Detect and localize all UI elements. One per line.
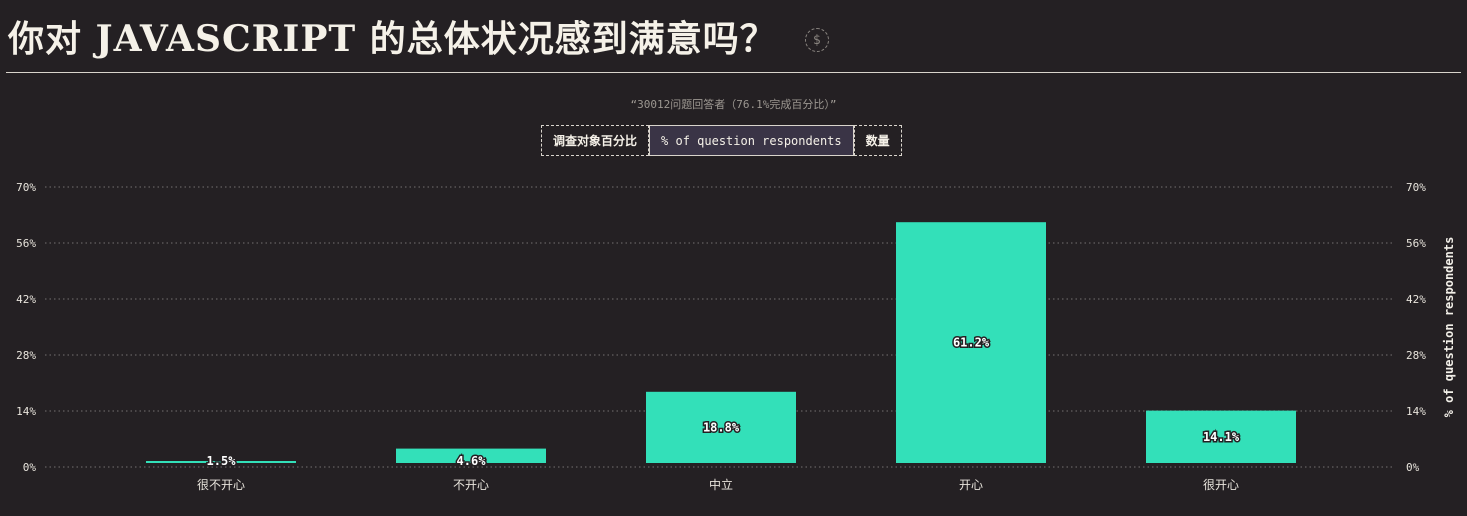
x-category-label: 很不开心 (197, 478, 245, 492)
x-category-label: 不开心 (453, 478, 489, 492)
y-tick-label-right: 56% (1406, 237, 1426, 250)
bar-value-label: 61.2% (953, 336, 990, 350)
title-divider (6, 72, 1461, 73)
satisfaction-bar-chart: 0% 0% 14% 14% 28% 28% 42% 42% 56% 56% 70% 70% % of q… (16, 181, 1456, 492)
y-tick-label-right: 42% (1406, 293, 1426, 306)
y-tick-label-left: 56% (16, 237, 36, 250)
dollar-sponsor-icon[interactable]: $ (804, 28, 829, 52)
y-tick-label-right: 28% (1406, 349, 1426, 362)
bar (396, 448, 546, 463)
page-title: 你对 JAVASCRIPT 的总体状况感到满意吗？ (8, 18, 777, 60)
y-tick-label-left: 28% (16, 349, 36, 362)
y-tick-label-left: 0% (23, 461, 37, 474)
x-category-label: 中立 (709, 477, 733, 492)
bar-value-label: 4.6% (457, 454, 487, 468)
bar (1146, 410, 1296, 463)
toggle-count[interactable]: 数量 (853, 125, 902, 156)
title-row: 你对 JAVASCRIPT 的总体状况感到满意吗？ $ (8, 6, 829, 66)
y-tick-label-left: 42% (16, 293, 36, 306)
bar (146, 461, 296, 463)
y-tick-label-right: 70% (1406, 181, 1426, 194)
y-tick-label-left: 14% (16, 405, 36, 418)
toggle-percent-of-question[interactable]: % of question respondents (649, 125, 854, 156)
y-tick-label-right: 0% (1406, 461, 1420, 474)
y-axis-title: % of question respondents (1442, 237, 1456, 418)
x-category-label: 开心 (959, 478, 983, 492)
x-category-label: 很开心 (1203, 478, 1239, 492)
bar-value-label: 1.5% (207, 454, 237, 468)
y-tick-label-left: 70% (16, 181, 36, 194)
bar (896, 222, 1046, 463)
bar-value-label: 14.1% (1203, 430, 1240, 444)
bar (646, 391, 796, 463)
respondents-note: “30012问题回答者（76.1%完成百分比）” (630, 98, 837, 111)
toggle-percent-of-survey[interactable]: 调查对象百分比 (541, 125, 650, 156)
bar-value-label: 18.8% (703, 420, 740, 434)
y-tick-label-right: 14% (1406, 405, 1426, 418)
units-toggle: 调查对象百分比 % of question respondents 数量 (541, 125, 902, 156)
